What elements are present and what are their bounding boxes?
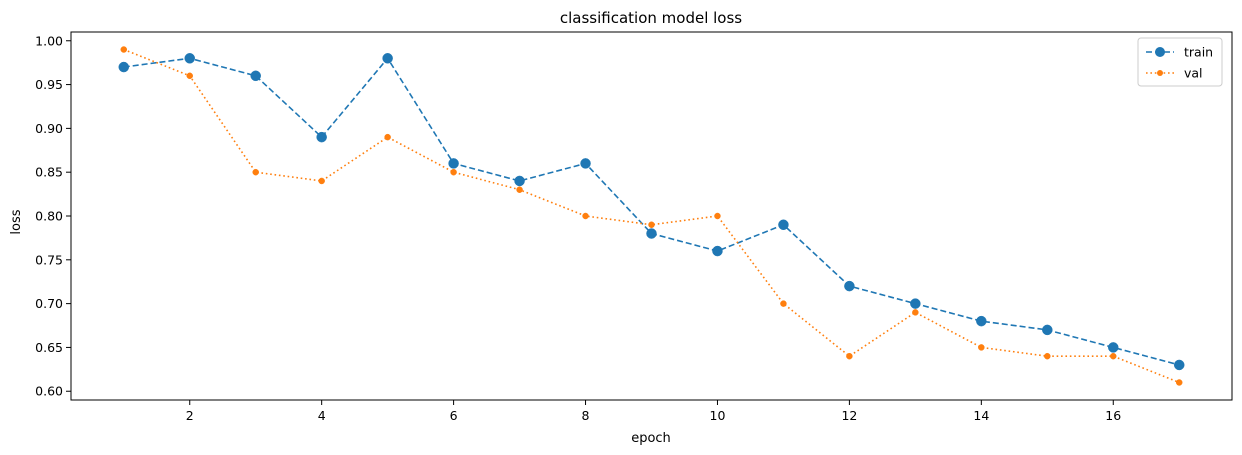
data-point-val [1044, 352, 1051, 360]
x-tick-label: 8 [582, 408, 590, 423]
x-tick-label: 6 [450, 408, 458, 423]
data-point-train [580, 158, 591, 169]
data-point-val [252, 168, 259, 176]
y-tick-label: 0.90 [35, 121, 63, 136]
data-point-train [316, 131, 327, 143]
x-tick-label: 12 [841, 408, 857, 423]
x-axis-label: epoch [631, 431, 671, 446]
data-point-train [976, 315, 987, 327]
data-point-train [778, 219, 789, 231]
x-tick-label: 2 [186, 408, 194, 423]
data-point-train [910, 298, 921, 309]
data-point-val [186, 72, 193, 80]
y-tick-label: 0.65 [35, 340, 63, 355]
data-point-val [318, 177, 325, 185]
y-tick-label: 0.70 [35, 296, 63, 311]
data-point-val [516, 186, 523, 193]
data-point-val [648, 221, 655, 229]
legend-marker-train [1155, 47, 1165, 57]
data-point-train [184, 53, 195, 64]
y-tick-label: 0.60 [35, 384, 63, 399]
y-tick-label: 0.85 [35, 165, 63, 180]
data-point-val [582, 212, 589, 220]
data-point-val [846, 352, 853, 360]
legend: train val [1137, 37, 1223, 87]
data-point-train [844, 280, 855, 292]
x-tick-label: 14 [973, 408, 989, 423]
data-point-val [450, 168, 457, 176]
data-point-train [514, 175, 525, 187]
data-point-train [1042, 324, 1053, 336]
data-point-train [1108, 342, 1119, 353]
data-point-val [780, 300, 787, 307]
data-point-val [120, 46, 128, 53]
data-point-train [118, 61, 130, 73]
x-tick-label: 4 [318, 408, 326, 423]
series-line-train [123, 56, 1180, 366]
y-tick-label: 0.80 [35, 209, 63, 224]
y-tick-label: 0.95 [35, 77, 63, 92]
legend-marker-val [1157, 70, 1163, 76]
y-axis-label: loss [9, 209, 24, 234]
data-point-val [714, 212, 721, 220]
data-point-train [712, 245, 723, 257]
data-point-val [1175, 379, 1183, 386]
data-point-train [646, 228, 657, 239]
legend-label-val: val [1184, 66, 1203, 81]
x-tick-label: 16 [1105, 408, 1121, 423]
data-point-train [1173, 359, 1185, 371]
legend-label-train: train [1184, 45, 1213, 60]
plot-frame [70, 31, 1233, 401]
data-point-train [382, 53, 393, 64]
series-line-val [123, 48, 1180, 384]
data-point-train [448, 158, 459, 169]
data-point-val [912, 309, 919, 316]
x-tick-label: 10 [710, 408, 726, 423]
data-point-val [384, 133, 391, 141]
y-tick-label: 0.75 [35, 252, 63, 267]
y-tick-label: 1.00 [35, 33, 63, 48]
plot-area: 0.60 0.65 0.70 0.75 0.80 0.85 0.90 0.95 1.00 2 4 6 8… [35, 31, 1233, 423]
data-point-val [1110, 352, 1117, 360]
chart-title: classification model loss [560, 9, 742, 27]
data-point-val [978, 344, 985, 351]
data-point-train [250, 70, 261, 82]
